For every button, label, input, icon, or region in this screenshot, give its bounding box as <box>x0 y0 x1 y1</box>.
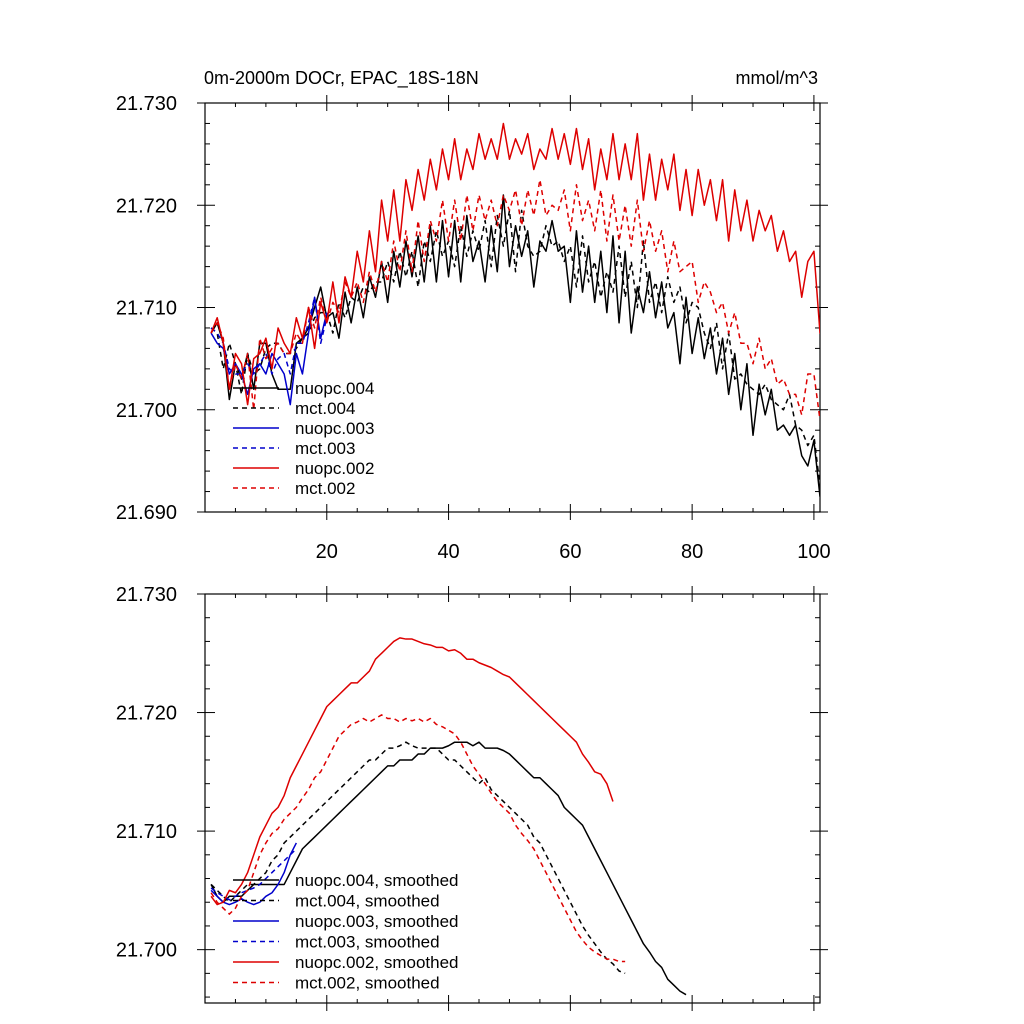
series-line-nuopc-003-smoothed <box>210 842 298 906</box>
y-tick-label: 21.710 <box>116 298 177 320</box>
series-line-mct-003-smoothed <box>210 848 297 901</box>
series-line-mct-003 <box>210 296 328 375</box>
series-line-mct-004-smoothed <box>210 741 626 975</box>
x-tick-label: 80 <box>681 541 703 563</box>
legend-label: nuopc.003 <box>295 419 374 438</box>
smoothed-panel: 21.730 21.720 21.710 21.700 nuopc.004, smoot… <box>116 584 828 1011</box>
y-tick-label: 21.730 <box>116 584 177 606</box>
legend-label: mct.004, smoothed <box>295 892 440 911</box>
legend-label: mct.002 <box>295 479 355 498</box>
y-tick-label: 21.720 <box>116 195 177 217</box>
series-line-nuopc-004-smoothed <box>210 741 687 996</box>
series-line-nuopc-002 <box>210 122 820 406</box>
y-tick-label: 21.710 <box>116 821 177 843</box>
legend-label: mct.003, smoothed <box>295 933 440 952</box>
legend-label: mct.002, smoothed <box>295 974 440 993</box>
y-tick-label: 21.720 <box>116 703 177 725</box>
series-line-mct-004 <box>210 209 820 487</box>
y-tick-label: 21.700 <box>116 940 177 962</box>
x-tick-label: 20 <box>316 541 338 563</box>
y-tick-label: 21.690 <box>116 502 177 524</box>
legend-label: nuopc.002 <box>295 459 374 478</box>
raw-panel: 20 40 60 80 100 21.730 21.720 21.710 21.700 21.69… <box>116 93 831 563</box>
plot-frame <box>204 593 821 1004</box>
legend-label: mct.003 <box>295 439 355 458</box>
legend-label: mct.004 <box>295 399 355 418</box>
x-tick-label: 100 <box>797 541 830 563</box>
legend-label: nuopc.004 <box>295 379 374 398</box>
chart-title: 0m-2000m DOCr, EPAC_18S-18N <box>204 68 479 89</box>
series-group <box>210 122 820 497</box>
units-label: mmol/m^3 <box>736 68 818 88</box>
x-tick-label: 40 <box>437 541 459 563</box>
y-tick-label: 21.730 <box>116 93 177 115</box>
x-tick-label: 60 <box>559 541 581 563</box>
legend-label: nuopc.004, smoothed <box>295 871 459 890</box>
series-line-nuopc-004 <box>210 194 820 497</box>
legend-label: nuopc.002, smoothed <box>295 953 459 972</box>
series-group <box>210 637 687 996</box>
series-line-nuopc-002-smoothed <box>210 637 614 906</box>
legend-label: nuopc.003, smoothed <box>295 912 459 931</box>
y-tick-label: 21.700 <box>116 400 177 422</box>
